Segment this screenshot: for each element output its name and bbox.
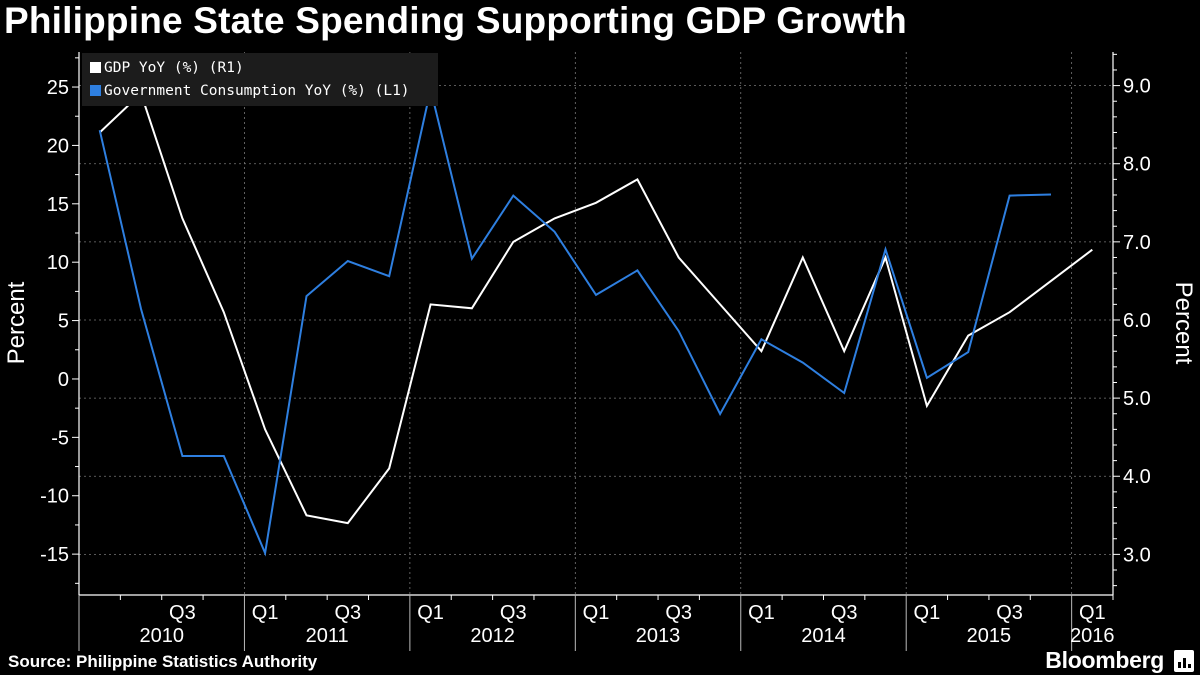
right-tick-label: 8.0 [1123,154,1151,176]
x-tick-label: Q3 [169,602,196,624]
left-tick-label: 25 [47,77,69,99]
legend-swatch-gdp [90,62,101,73]
left-tick-label: 15 [47,194,69,216]
left-tick-label: -15 [40,544,69,566]
right-tick-label: 4.0 [1123,466,1151,488]
x-tick-label: Q3 [334,602,361,624]
x-tick-label: Q3 [500,602,527,624]
series-line-gdp [99,91,1093,525]
left-tick-label: 10 [47,252,69,274]
x-tick-label: Q1 [1079,602,1106,624]
year-label: 2012 [470,625,515,647]
right-tick-label: 9.0 [1123,76,1151,98]
left-tick-label: 0 [58,369,69,391]
left-tick-label: 20 [47,135,69,157]
legend: GDP YoY (%) (R1) Government Consumption … [82,53,438,106]
year-label: 2015 [967,625,1012,647]
right-tick-label: 6.0 [1123,310,1151,332]
x-tick-label: Q1 [252,602,279,624]
left-tick-label: 5 [58,311,69,333]
right-tick-label: 5.0 [1123,388,1151,410]
year-label: 2014 [801,625,846,647]
legend-swatch-gov [90,85,101,96]
series-lines [98,89,1093,557]
x-tick-label: Q1 [583,602,610,624]
bloomberg-chart-icon [1174,650,1194,672]
year-label: 2010 [139,625,184,647]
axes [72,52,1120,651]
x-tick-label: Q3 [665,602,692,624]
right-axis-title: Percent [1170,282,1197,365]
chart-title: Philippine State Spending Supporting GDP… [4,0,907,41]
left-axis-title: Percent [3,281,30,364]
source-note: Source: Philippine Statistics Authority [8,652,318,671]
left-tick-label: -10 [40,486,69,508]
right-tick-label: 3.0 [1123,544,1151,566]
year-label: 2011 [306,625,349,647]
year-label: 2016 [1070,625,1115,647]
series-line-government-consumption [98,89,1052,557]
x-tick-label: Q1 [417,602,444,624]
x-tick-label: Q1 [914,602,941,624]
x-tick-label: Q3 [831,602,858,624]
legend-item-gdp: GDP YoY (%) (R1) [90,60,244,76]
legend-label-gov: Government Consumption YoY (%) (L1) [104,83,410,99]
legend-item-gov: Government Consumption YoY (%) (L1) [90,83,410,99]
right-tick-label: 7.0 [1123,232,1151,254]
year-label: 2013 [636,625,681,647]
x-tick-label: Q1 [748,602,775,624]
grid-lines [79,52,1113,595]
bloomberg-logo: Bloomberg [1045,647,1164,673]
axis-labels: 2520151050-5-10-159.08.07.06.05.04.03.0Q… [3,76,1197,647]
left-tick-label: -5 [51,427,69,449]
legend-label-gdp: GDP YoY (%) (R1) [104,60,244,76]
x-tick-label: Q3 [996,602,1023,624]
